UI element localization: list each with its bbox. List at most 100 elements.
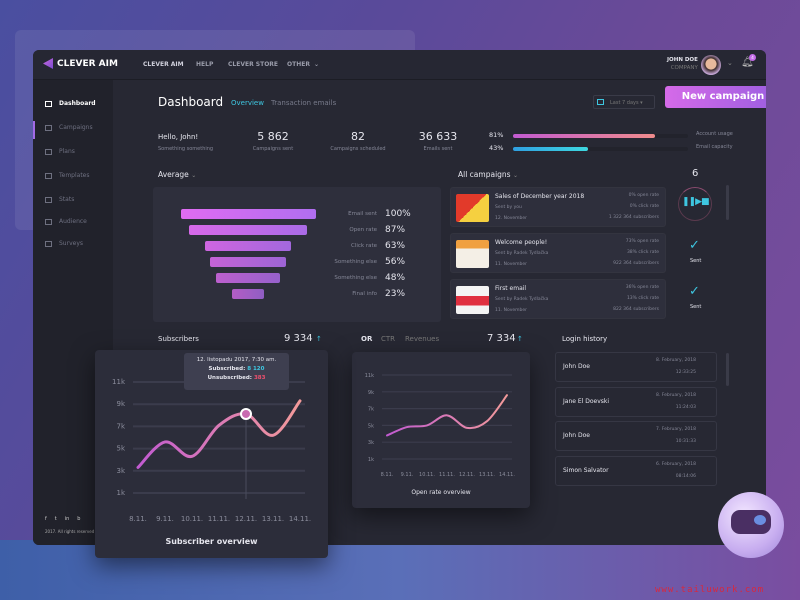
date-range-select[interactable]: Last 7 days ▾	[593, 95, 655, 109]
chatbot-button[interactable]	[718, 492, 784, 558]
campaign-name: Sales of December year 2018	[495, 193, 585, 200]
sidebar-item-stats[interactable]: Stats	[45, 196, 74, 203]
sidebar-item-plans[interactable]: Plans	[45, 148, 75, 155]
login-date: 8. February, 2018	[656, 392, 696, 398]
notification-badge: 4	[749, 54, 756, 61]
login-scrollbar[interactable]	[726, 353, 729, 386]
nav-help[interactable]: HELP	[196, 61, 214, 68]
playback-controls[interactable]: ❚❚▶■	[682, 197, 709, 207]
x-tick-label: 12.11.	[235, 515, 257, 523]
campaign-date: 11. November	[495, 262, 527, 267]
login-item[interactable]: Simon Salvator 6. February, 2018 08:14:0…	[555, 455, 717, 486]
campaign-click-rate: 38% click rate	[626, 250, 659, 255]
nav-other[interactable]: OTHER	[287, 61, 310, 68]
login-user: Simon Salvator	[563, 466, 609, 474]
campaign-open-rate: 36% open rate	[625, 285, 659, 290]
watermark: www.tailuwork.com	[655, 585, 765, 595]
audience-icon	[45, 218, 52, 225]
tab-overview[interactable]: Overview	[231, 99, 264, 107]
login-date: 7. February, 2018	[656, 427, 696, 432]
facebook-icon[interactable]: f	[45, 516, 47, 522]
campaign-date: 12. November	[495, 216, 527, 221]
y-tick-label: 3k	[116, 467, 125, 475]
bell-icon[interactable]: 🔔︎	[741, 57, 754, 68]
y-tick-label: 9k	[116, 400, 125, 408]
x-tick-label: 12.11.	[459, 472, 475, 478]
campaign-item[interactable]: First email Sent by Radek Tydlačka 11. N…	[450, 279, 666, 319]
average-dropdown[interactable]: Average ⌄	[158, 170, 197, 179]
stop-icon[interactable]: ■	[701, 197, 709, 207]
stat-label: Campaigns sent	[252, 146, 294, 152]
sidebar-item-audience[interactable]: Audience	[45, 218, 87, 225]
x-tick-label: 10.11.	[181, 515, 203, 523]
stat-label: Emails sent	[423, 146, 453, 152]
open-rate-chart: 1k 3k 5k 7k 9k 11k 8.11. 9.11. 10.11. 11.11. 12.11…	[365, 373, 516, 478]
sidebar-item-surveys[interactable]: Surveys	[45, 240, 83, 247]
sidebar-item-campaigns[interactable]: Campaigns	[45, 124, 93, 131]
y-tick-label: 11k	[365, 373, 374, 379]
dashboard-icon	[45, 100, 52, 107]
chart-tooltip: 12. listopadu 2017, 7:30 am. Subscribed:…	[184, 353, 289, 390]
open-rate-caption: Open rate overview	[411, 489, 471, 496]
campaign-item[interactable]: Sales of December year 2018 Sent by you …	[450, 187, 666, 227]
new-campaign-button[interactable]: New campaign	[665, 86, 766, 108]
user-info[interactable]: JOHN DOE COMPANY	[667, 57, 698, 71]
campaign-status: Sent	[690, 304, 702, 310]
login-date: 8. February, 2018	[656, 358, 696, 363]
linkedin-icon[interactable]: in	[64, 516, 70, 522]
nav-clever-store[interactable]: CLEVER STORE	[228, 61, 279, 68]
login-time: 11:24:03	[675, 404, 696, 410]
series-line	[386, 394, 508, 437]
chevron-down-icon: ⌄	[191, 172, 197, 179]
nav-clever-aim[interactable]: CLEVER AIM	[143, 61, 184, 68]
campaign-item[interactable]: Welcome people! Sent by Radek Tydlačka 1…	[450, 233, 666, 273]
x-tick-label: 14.11.	[289, 515, 311, 523]
x-tick-label: 9.11.	[401, 472, 414, 478]
survey-icon	[45, 240, 52, 247]
twitter-icon[interactable]: t	[54, 516, 57, 522]
play-icon[interactable]: ▶	[695, 197, 702, 207]
campaign-date: 11. November	[495, 308, 527, 313]
tab-revenues[interactable]: Revenues	[405, 335, 440, 343]
login-item[interactable]: John Doe 7. February, 2018 10:31:33	[555, 421, 717, 451]
top-bar: CLEVER AIM CLEVER AIM HELP CLEVER STORE …	[33, 50, 766, 80]
sidebar-item-dashboard[interactable]: Dashboard	[45, 100, 96, 107]
login-item[interactable]: Jane El Doevski 8. February, 2018 11:24:…	[555, 386, 717, 417]
sidebar-item-templates[interactable]: Templates	[45, 172, 90, 179]
pause-icon[interactable]: ❚❚	[682, 197, 696, 207]
campaign-open-rate: 0% open rate	[628, 193, 659, 198]
funnel-label: Something else	[334, 275, 377, 281]
avatar[interactable]	[701, 55, 721, 75]
campaigns-scrollbar[interactable]	[726, 185, 729, 220]
logo[interactable]: CLEVER AIM	[43, 58, 118, 69]
x-tick-label: 13.11.	[262, 515, 284, 523]
tab-or[interactable]: OR	[361, 335, 373, 343]
chevron-down-icon: ⌄	[727, 59, 733, 67]
campaign-sender: Sent by Radek Tydlačka	[495, 251, 549, 256]
funnel-bar	[180, 209, 316, 219]
y-tick-label: 1k	[116, 489, 125, 497]
campaign-status: Sent	[690, 258, 702, 264]
campaign-thumbnail	[456, 286, 489, 314]
funnel-label: Click rate	[350, 243, 377, 249]
campaign-subscribers: 1 322 364 subscribers	[608, 215, 659, 220]
y-tick-label: 1k	[368, 457, 374, 463]
funnel-value: 63%	[385, 241, 406, 251]
login-time: 10:31:33	[675, 439, 696, 444]
email-capacity-bar	[513, 147, 688, 151]
campaign-thumbnail	[456, 240, 489, 268]
campaign-click-rate: 13% click rate	[626, 296, 659, 301]
check-icon: ✓	[689, 284, 700, 299]
funnel-bar	[189, 225, 307, 235]
logo-icon	[43, 58, 53, 69]
tab-transaction-emails[interactable]: Transaction emails	[271, 99, 337, 107]
login-item[interactable]: John Doe 8. February, 2018 12:33:25	[555, 352, 717, 382]
average-funnel-panel: Email sent 100% Open rate 87% Click rate 63% S…	[153, 187, 441, 322]
subscriber-caption: Subscriber overview	[165, 537, 258, 546]
funnel-value: 100%	[385, 209, 411, 219]
behance-icon[interactable]: b	[77, 516, 81, 522]
all-campaigns-dropdown[interactable]: All campaigns ⌄	[458, 170, 518, 179]
x-tick-label: 13.11.	[479, 472, 495, 478]
tab-ctr[interactable]: CTR	[381, 335, 396, 343]
greeting: Hello, John!	[158, 133, 199, 141]
